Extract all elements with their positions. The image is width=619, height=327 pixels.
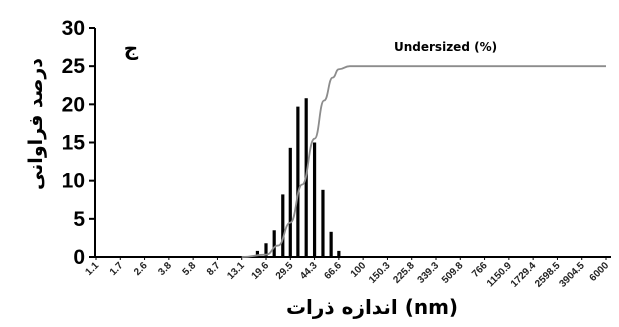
x-tick-label: 1.1 [84, 260, 102, 278]
x-tick-label: 1150.9 [485, 260, 514, 289]
y-tick-label: 25 [62, 55, 86, 78]
x-tick-label: 150.3 [367, 260, 393, 286]
histogram-bar [329, 231, 333, 257]
histogram-bar [255, 250, 260, 257]
x-tick-label: 100 [349, 260, 369, 280]
x-tick-label: 66.6 [322, 260, 344, 282]
x-tick-label: 225.8 [391, 260, 417, 286]
x-tick-label: 6000 [588, 260, 612, 284]
x-tick-label: 19.6 [250, 260, 272, 282]
y-tick-label: 30 [62, 17, 85, 40]
histogram-bar [288, 147, 292, 257]
histogram-bar [264, 243, 268, 257]
y-tick-labels: 0 5 10 15 20 25 30 [62, 17, 95, 269]
histogram-bar [312, 142, 317, 257]
x-tick-label: 2598.5 [533, 260, 563, 290]
y-tick-label: 15 [62, 132, 86, 155]
series-label-undersized: Undersized (%) [394, 40, 497, 54]
x-tick-label: 3904.5 [557, 260, 587, 290]
x-tick-label: 3.8 [156, 260, 174, 278]
x-tick-label: 13.1 [225, 260, 247, 282]
axes [94, 28, 611, 258]
x-tick-label: 29.5 [274, 260, 296, 282]
x-tick-label: 1.7 [108, 260, 126, 278]
histogram-bar [281, 194, 285, 257]
histogram-bar [296, 106, 300, 257]
y-tick-label: 10 [62, 170, 85, 193]
x-tick-label: 5.8 [181, 260, 199, 278]
x-tick-label: 2.6 [132, 260, 150, 278]
y-tick-label: 20 [62, 93, 85, 116]
y-axis-label: درصد فراوانی [25, 58, 47, 190]
x-tick-label: 509.8 [440, 260, 466, 286]
x-tick-label: 766 [470, 260, 490, 280]
histogram-bar [337, 250, 341, 257]
x-axis-label: (nm) اندازه ذرات [286, 295, 458, 319]
x-tick-label: 339.3 [416, 260, 442, 286]
undersized-cumulative-line [241, 65, 606, 258]
x-tick-label: 44.3 [298, 260, 320, 282]
panel-label: ج [124, 36, 139, 60]
histogram-bar [272, 230, 276, 257]
y-tick-label: 5 [73, 208, 85, 231]
x-tick-labels: 1.1 1.7 2.6 3.8 5.8 8.7 13.1 19.6 29.5 44.3 66.6 10… [84, 257, 612, 290]
y-tick-label: 0 [73, 246, 85, 269]
series-lines [241, 65, 606, 258]
x-tick-label: 1729.4 [509, 260, 539, 290]
histogram-bar [321, 189, 325, 257]
x-tick-label: 8.7 [205, 260, 223, 278]
bars [255, 98, 341, 257]
